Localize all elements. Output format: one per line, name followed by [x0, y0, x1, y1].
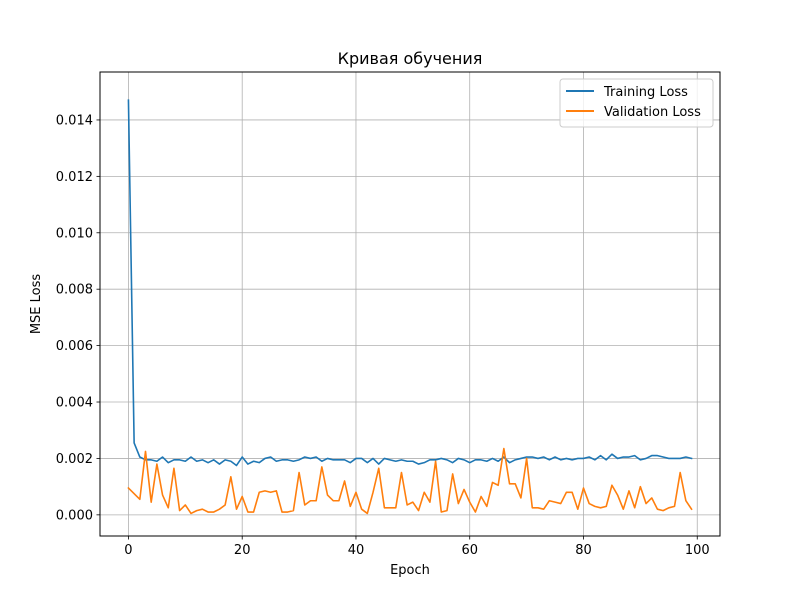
y-tick-label: 0.008 [56, 283, 93, 298]
y-tick-label: 0.014 [56, 113, 93, 128]
x-axis-label: Epoch [390, 563, 430, 578]
y-tick-label: 0.006 [56, 339, 93, 354]
legend-label-training: Training Loss [603, 85, 688, 100]
x-tick-label: 0 [124, 543, 132, 558]
x-tick-label: 20 [234, 543, 251, 558]
chart-title: Кривая обучения [338, 49, 483, 68]
x-axis-ticks: 0 20 40 60 80 100 [124, 536, 710, 558]
plot-frame [99, 71, 721, 537]
series-layer [127, 99, 693, 515]
legend-label-validation: Validation Loss [604, 105, 701, 120]
x-tick-label: 60 [461, 543, 478, 558]
y-tick-label: 0.002 [56, 452, 93, 467]
legend: Training Loss Validation Loss [559, 78, 714, 128]
x-tick-label: 100 [685, 543, 710, 558]
legend-box [559, 78, 714, 128]
y-axis-ticks: 0.000 0.002 0.004 0.006 0.008 0.010 0.012 0.014 [56, 113, 100, 523]
y-tick-label: 0.012 [56, 170, 93, 185]
grid [100, 72, 720, 536]
y-tick-label: 0.010 [56, 226, 93, 241]
training-loss-line [127, 99, 693, 467]
x-tick-label: 80 [575, 543, 592, 558]
y-tick-label: 0.000 [56, 508, 93, 523]
y-tick-label: 0.004 [56, 396, 93, 411]
x-tick-label: 40 [348, 543, 365, 558]
y-axis-label: MSE Loss [29, 274, 44, 335]
validation-loss-line [127, 447, 693, 515]
